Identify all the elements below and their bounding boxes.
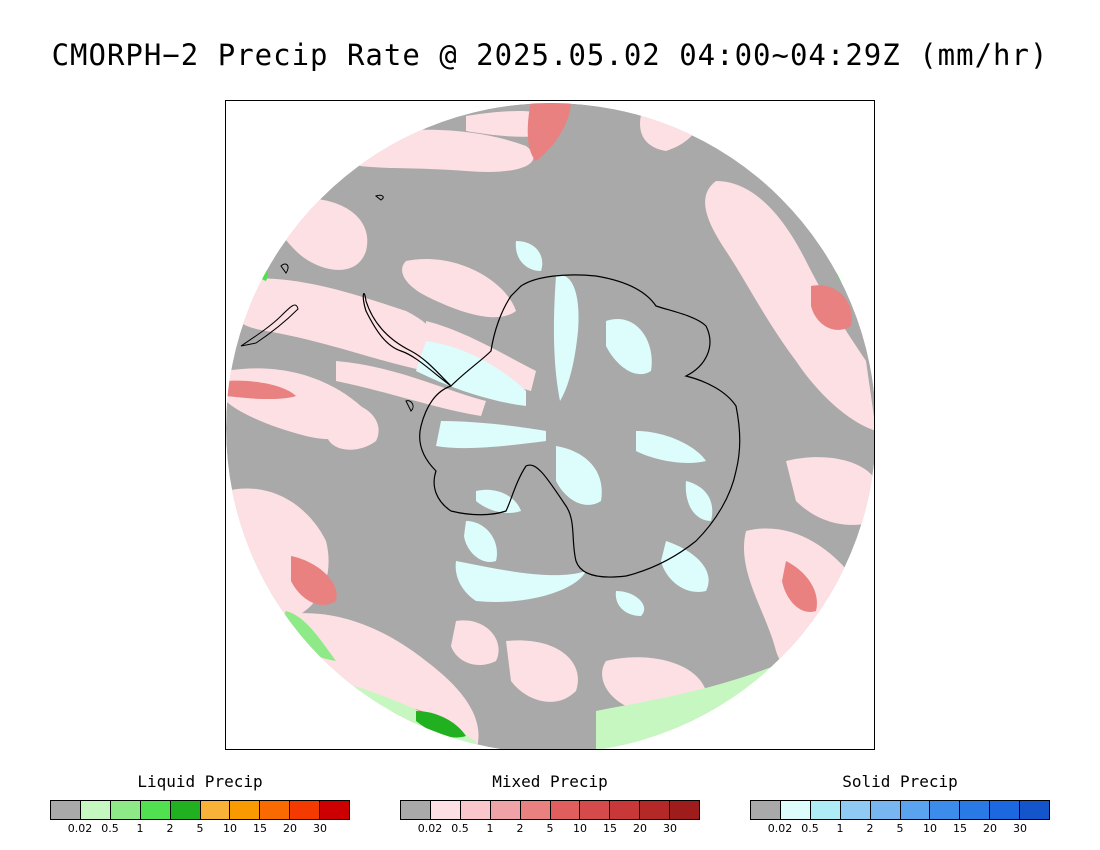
legend-liquid-tick-7: 20 [283,822,297,835]
legend-mixed-swatch-1 [430,801,461,819]
legend-solid-tick-7: 20 [983,822,997,835]
legend-liquid-swatch-3 [140,801,171,819]
legend-mixed-swatch-2 [460,801,491,819]
legend-solid-swatch-4 [870,801,901,819]
legend-liquid-swatch-9 [320,801,350,819]
legend-solid-tick-8: 30 [1013,822,1027,835]
antarctic-peninsula-coastline [362,293,452,387]
legend-solid-tick-4: 5 [896,822,904,835]
legend-mixed-swatch-7 [610,801,641,819]
legend-solid-title: Solid Precip [842,772,958,791]
legend-liquid-tick-6: 15 [253,822,267,835]
antarctica-coastline [419,274,741,578]
legend-solid-tick-5: 10 [923,822,937,835]
legend-mixed-swatch-9 [670,801,700,819]
legend-mixed-tick-1: 0.5 [451,822,469,835]
legend-solid-swatch-2 [810,801,841,819]
legend-liquid-swatch-4 [170,801,201,819]
south-america-tip-coastline [240,304,299,347]
legend-solid: Solid Precip 0.02 0.5 1 2 5 10 15 20 30 [750,772,1050,836]
legend-mixed-tick-2: 1 [486,822,494,835]
legend-liquid-tick-3: 2 [166,822,174,835]
legend-mixed-tick-0: 0.02 [417,822,443,835]
legend-solid-swatch-3 [840,801,871,819]
solid-precip-areas [416,241,713,616]
legend-mixed-tick-7: 20 [633,822,647,835]
legend-solid-tick-0: 0.02 [767,822,793,835]
legend-liquid-swatch-6 [230,801,261,819]
legend-mixed-tick-4: 5 [546,822,554,835]
legend-mixed-swatch-3 [490,801,521,819]
legend-solid-swatch-6 [930,801,961,819]
legend-mixed: Mixed Precip 0.02 0.5 1 2 5 10 15 20 30 [400,772,700,836]
legend-mixed-tick-6: 15 [603,822,617,835]
legend-mixed-ticks: 0.02 0.5 1 2 5 10 15 20 30 [400,822,700,836]
legend-liquid-swatch-7 [260,801,291,819]
legend-mixed-swatch-6 [580,801,611,819]
legend-liquid-tick-4: 5 [196,822,204,835]
legend-solid-swatch-1 [780,801,811,819]
legend-liquid-ticks: 0.02 0.5 1 2 5 10 15 20 30 [50,822,350,836]
legend-mixed-swatch-4 [520,801,551,819]
legend-solid-ticks: 0.02 0.5 1 2 5 10 15 20 30 [750,822,1050,836]
no-precip-disc [226,103,874,749]
legend-liquid-swatch-1 [80,801,111,819]
polar-precip-map [226,103,874,749]
legend-mixed-title: Mixed Precip [492,772,608,791]
legend-solid-swatch-9 [1020,801,1050,819]
legend-solid-swatch-7 [960,801,991,819]
legend-mixed-tick-3: 2 [516,822,524,835]
legend-mixed-bar [400,800,700,820]
legend-liquid-swatch-2 [110,801,141,819]
legend-liquid-tick-1: 0.5 [101,822,119,835]
legend-solid-swatch-0 [751,801,781,819]
legend-mixed-swatch-5 [550,801,581,819]
map-title: CMORPH−2 Precip Rate @ 2025.05.02 04:00~… [51,38,1049,72]
legend-mixed-swatch-8 [640,801,671,819]
legend-liquid-tick-8: 30 [313,822,327,835]
legend-liquid-swatch-0 [51,801,81,819]
legend-mixed-swatch-0 [401,801,431,819]
legend-liquid-title: Liquid Precip [137,772,263,791]
islands-coastline [280,194,414,412]
legend-liquid-swatch-8 [290,801,321,819]
legend-liquid-tick-0: 0.02 [67,822,93,835]
legend-liquid-tick-5: 10 [223,822,237,835]
legend-mixed-tick-8: 30 [663,822,677,835]
legend-liquid-bar [50,800,350,820]
legend-mixed-tick-5: 10 [573,822,587,835]
legend-liquid-swatch-5 [200,801,231,819]
legend-solid-bar [750,800,1050,820]
legend-liquid-tick-2: 1 [136,822,144,835]
map-frame [225,100,875,750]
legend-solid-tick-3: 2 [866,822,874,835]
legend-solid-swatch-8 [990,801,1021,819]
legend-solid-tick-1: 0.5 [801,822,819,835]
legend-solid-swatch-5 [900,801,931,819]
legend-solid-tick-2: 1 [836,822,844,835]
legend-solid-tick-6: 15 [953,822,967,835]
legend-liquid: Liquid Precip 0.02 0.5 1 2 5 10 15 20 30 [50,772,350,836]
